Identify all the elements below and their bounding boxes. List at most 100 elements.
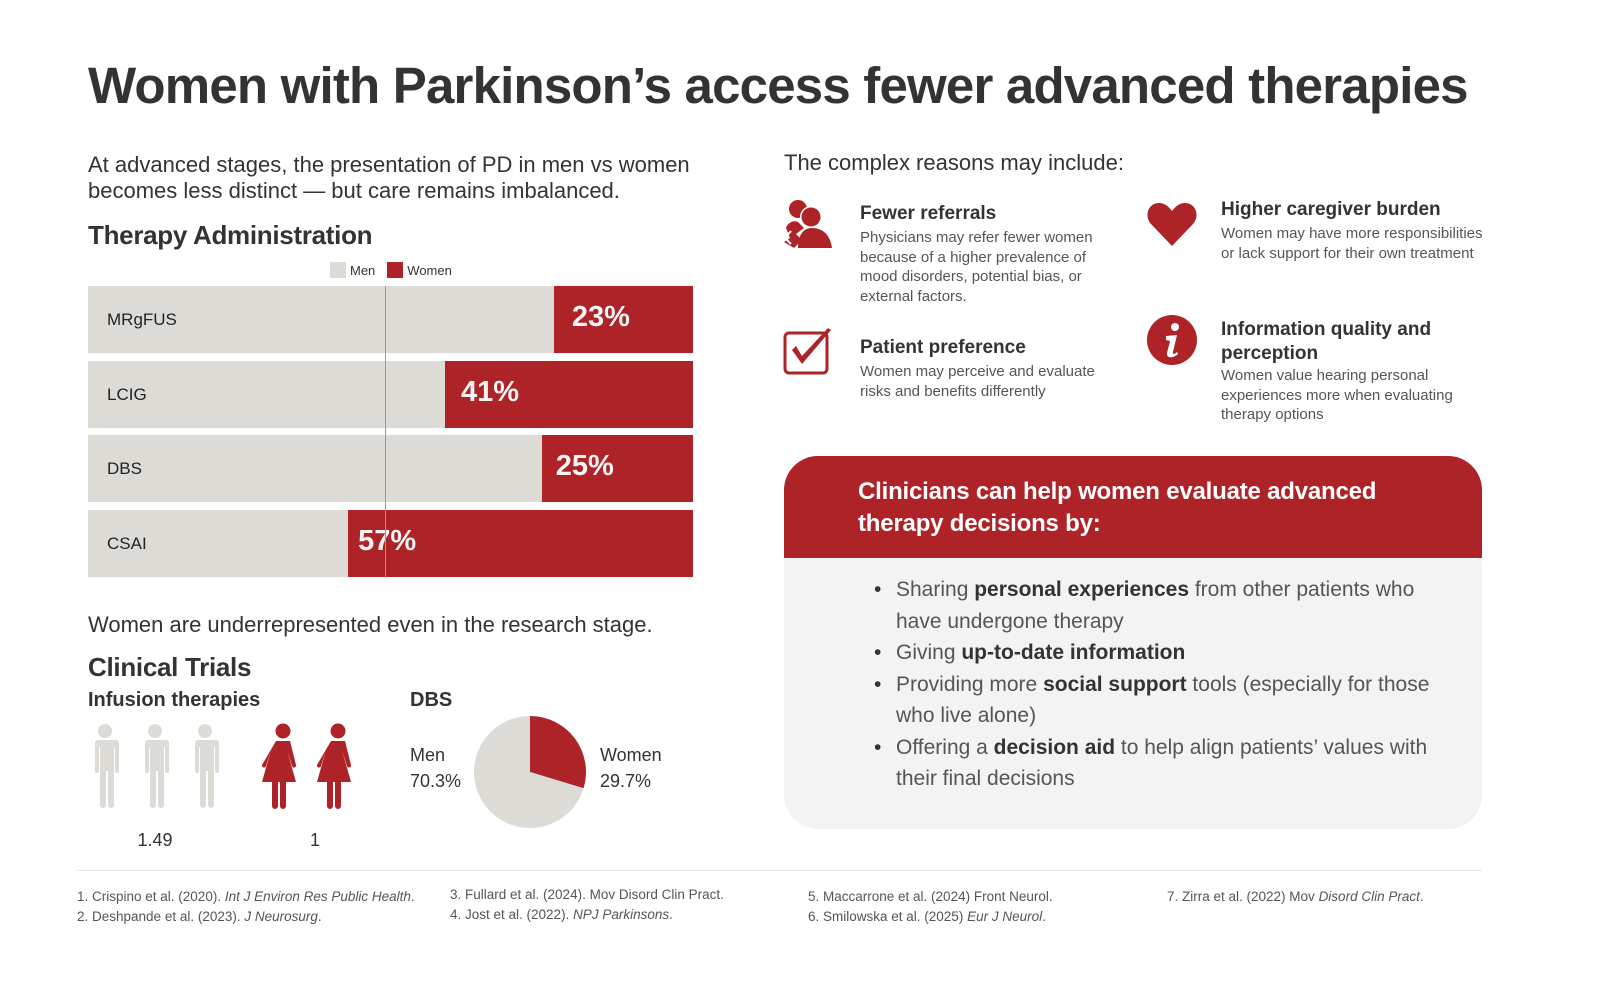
- pictogram-svg: [94, 723, 352, 809]
- bar-value-label: 23%: [571, 301, 630, 333]
- emphasis: personal experiences: [974, 578, 1189, 601]
- bar-value-label: 57%: [358, 525, 417, 557]
- bar-row-mrgfus: MRgFUS 23%: [88, 286, 693, 353]
- intro-text: At advanced stages, the presentation of …: [88, 152, 690, 203]
- bar-category-label: MRgFUS: [107, 310, 177, 329]
- bullet-icon: •: [874, 672, 882, 696]
- journal-name: NPJ Parkinsons: [573, 906, 670, 922]
- clinician-list-item: • Offering a decision aid to help align p…: [874, 732, 1434, 795]
- page-title: Women with Parkinson’s access fewer adva…: [88, 57, 1469, 114]
- clinicians-card-header: Clinicians can help women evaluate advan…: [784, 456, 1482, 558]
- bar-men: [88, 435, 542, 502]
- reference: 6. Smilowska et al. (2025) Eur J Neurol.: [808, 908, 1046, 924]
- pie-label-women-value: 29.7%: [600, 771, 652, 791]
- reason-desc: Women may have more responsibilities or …: [1221, 225, 1483, 262]
- journal-name: Eur J Neurol: [967, 908, 1043, 924]
- reason-desc: Physicians may refer fewer women because…: [860, 229, 1093, 305]
- bar-row-dbs: DBS 25%: [88, 435, 693, 502]
- reference: 3. Fullard et al. (2024). Mov Disord Cli…: [450, 887, 724, 902]
- bullet-icon: •: [874, 578, 882, 601]
- reason-fewer-referrals: Fewer referrals Physicians may refer few…: [782, 198, 1122, 318]
- infusion-pictogram: [88, 720, 378, 810]
- pie-label-men-value: 70.3%: [410, 771, 462, 791]
- reason-desc: Women value hearing personal experiences…: [1221, 367, 1453, 423]
- therapy-bar-chart: MRgFUS 23% LCIG 41% DBS 25% CSAI 57%: [88, 286, 693, 578]
- references-col-4: 7. Zirra et al. (2022) Mov Disord Clin P…: [1167, 887, 1424, 907]
- reference: 2. Deshpande et al. (2023). J Neurosurg.: [77, 908, 322, 924]
- chart-legend: Men Women: [330, 262, 464, 278]
- clinician-list-item: • Sharing personal experiences from other…: [874, 574, 1434, 637]
- journal-name: Disord Clin Pract: [1318, 889, 1420, 904]
- bar-row-lcig: LCIG 41%: [88, 361, 693, 428]
- bar-men: [88, 286, 554, 353]
- pie-slice-men: [474, 716, 584, 828]
- legend-swatch-men: [330, 262, 346, 278]
- references-col-3: 5. Maccarrone et al. (2024) Front Neurol…: [808, 887, 1053, 926]
- woman-icon: [261, 723, 297, 809]
- reference-line: [384, 286, 386, 578]
- women-ratio: 1: [309, 830, 320, 850]
- legend-item-women: Women: [387, 262, 452, 278]
- references-col-1: 1. Crispino et al. (2020). Int J Environ…: [77, 887, 415, 926]
- pie-slice-women: [530, 716, 586, 789]
- journal-name: Int J Environ Res Public Health: [224, 889, 411, 904]
- man-icon: [94, 724, 119, 808]
- reason-title: Patient preference: [860, 337, 1026, 358]
- pie-label-women-name: Women: [600, 745, 662, 765]
- reason-title: Fewer referrals: [860, 203, 997, 224]
- bar-category-label: LCIG: [107, 385, 147, 404]
- info-icon: [1147, 315, 1197, 365]
- bullet-icon: •: [874, 641, 882, 664]
- legend-swatch-women: [387, 262, 404, 278]
- bar-category-label: DBS: [107, 459, 142, 478]
- reasons-heading: The complex reasons may include:: [784, 150, 1124, 175]
- pie-label-men-name: Men: [410, 745, 446, 765]
- emphasis: decision aid: [993, 735, 1116, 759]
- bar-men: [88, 510, 349, 577]
- men-ratio: 1.49: [137, 830, 173, 850]
- reason-information-quality: Information quality and perception Women…: [1146, 314, 1486, 434]
- bar-value-label: 41%: [460, 376, 519, 408]
- emphasis: social support: [1043, 672, 1187, 696]
- reference: 1. Crispino et al. (2020). Int J Environ…: [77, 889, 415, 904]
- therapy-heading: Therapy Administration: [88, 220, 373, 250]
- references-col-2: 3. Fullard et al. (2024). Mov Disord Cli…: [450, 885, 724, 924]
- bar-women: [553, 286, 693, 353]
- reason-desc: Women may perceive and evaluate risks an…: [860, 363, 1095, 400]
- pie-label-men: Men 70.3%: [410, 742, 461, 794]
- bar-women: [541, 435, 693, 502]
- bar-row-csai: CSAI 57%: [88, 510, 693, 577]
- reason-patient-preference: Patient preference Women may perceive an…: [782, 328, 1122, 418]
- journal-name: J Neurosurg: [244, 908, 318, 924]
- reason-caregiver-burden: Higher caregiver burden Women may have m…: [1146, 198, 1486, 308]
- clinicians-list: • Sharing personal experiences from other…: [874, 574, 1434, 795]
- reference: 7. Zirra et al. (2022) Mov Disord Clin P…: [1167, 889, 1424, 904]
- clinical-trials-heading: Clinical Trials: [88, 652, 252, 682]
- research-text: Women are underrepresented even in the r…: [88, 612, 653, 637]
- legend-label-men: Men: [350, 262, 376, 278]
- man-icon: [144, 724, 169, 808]
- legend-label-women: Women: [407, 262, 452, 278]
- clinicians-card-title: Clinicians can help women evaluate advan…: [858, 478, 1377, 537]
- bar-value-label: 25%: [555, 450, 614, 482]
- bullet-icon: •: [874, 735, 882, 759]
- legend-item-men: Men: [330, 262, 375, 278]
- checkbox-icon: [783, 328, 831, 375]
- footer-divider: [77, 870, 1482, 871]
- man-icon: [194, 724, 219, 808]
- bar-women: [348, 510, 693, 577]
- heart-icon: [1147, 203, 1197, 246]
- dbs-pie-chart: [474, 716, 586, 828]
- clinician-list-item: • Giving up-to-date information: [874, 637, 1434, 669]
- reason-title: Higher caregiver burden: [1221, 199, 1441, 220]
- dbs-heading: DBS: [410, 689, 453, 711]
- clinicians-card: Clinicians can help women evaluate advan…: [784, 456, 1482, 829]
- emphasis: up-to-date information: [961, 641, 1186, 664]
- bar-women: [444, 361, 693, 428]
- pie-label-women: Women 29.7%: [600, 742, 662, 794]
- reason-title: Information quality and perception: [1221, 319, 1432, 364]
- clinician-list-item: • Providing more social support tools (es…: [874, 669, 1434, 732]
- infusion-heading: Infusion therapies: [88, 689, 261, 711]
- woman-icon: [316, 723, 352, 809]
- reference: 4. Jost et al. (2022). NPJ Parkinsons.: [450, 906, 673, 922]
